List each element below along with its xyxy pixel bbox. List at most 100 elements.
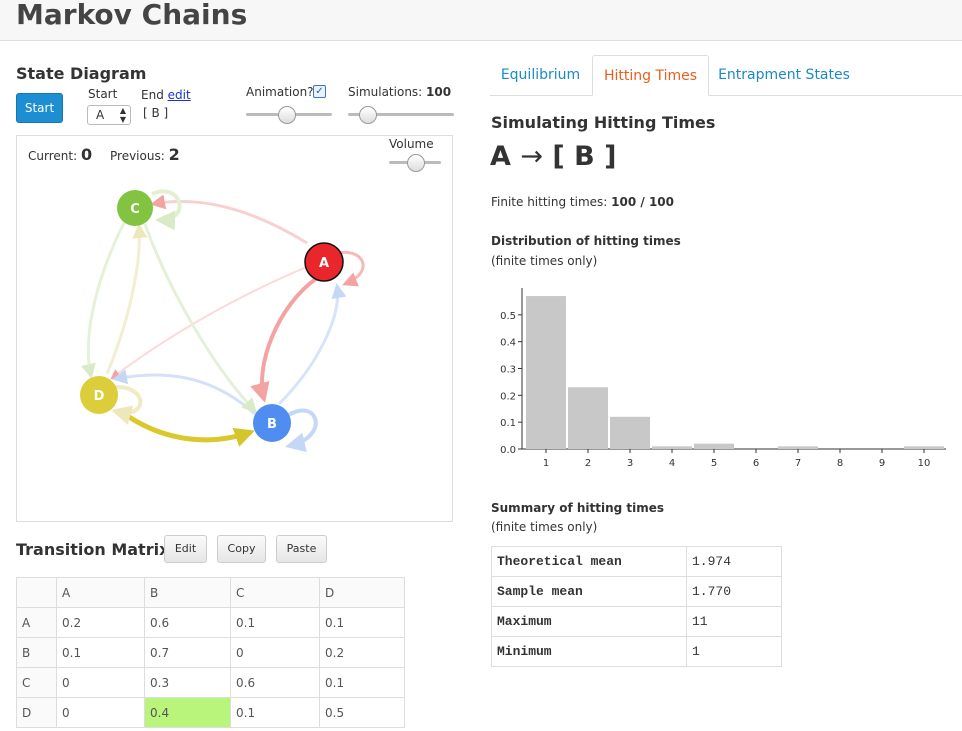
summary-row: Maximum 11 xyxy=(491,606,782,637)
hitting-times-chart: 0.5 0.4 0.3 0.2 0.1 0.0 1 2 3 4 5 6 7 8 9 10 xyxy=(500,288,946,469)
transition-matrix-table: A B C D A 0.2 0.6 0.1 0.1 B 0.1 0.7 0 0.… xyxy=(16,577,405,728)
node-c-label: C xyxy=(130,202,140,217)
edge-a-d xyxy=(110,265,310,380)
edge-d-b xyxy=(117,407,255,447)
start-state-select[interactable]: A ▲ ▼ xyxy=(87,105,131,125)
matrix-cell[interactable]: 0.1 xyxy=(56,637,145,668)
finite-value: 100 / 100 xyxy=(611,195,675,209)
edge-a-b xyxy=(250,276,319,403)
chart-bar xyxy=(904,446,944,449)
state-diagram-graph: C A D B xyxy=(80,189,365,453)
simulations-value: 100 xyxy=(426,85,452,99)
end-state-value: [ B ] xyxy=(143,106,169,120)
app-title: Markov Chains xyxy=(16,0,248,31)
animation-slider-knob[interactable] xyxy=(277,106,296,124)
chart-y-tick-label: 0.5 xyxy=(500,311,516,322)
matrix-edit-button[interactable]: Edit xyxy=(164,535,207,563)
current-label: Current: xyxy=(28,149,78,163)
tab-hitting-times[interactable]: Hitting Times xyxy=(592,55,709,96)
start-button[interactable]: Start xyxy=(16,93,63,123)
summary-key: Theoretical mean xyxy=(491,546,687,577)
edge-d-c xyxy=(105,223,148,375)
tabs-baseline xyxy=(490,94,962,96)
matrix-paste-button[interactable]: Paste xyxy=(276,535,327,563)
current-state-readout: Current: 0 xyxy=(28,145,92,164)
matrix-cell[interactable]: 0.5 xyxy=(319,697,405,728)
chart-y-tick-label: 0.3 xyxy=(500,365,516,376)
matrix-cell[interactable]: 0.6 xyxy=(230,667,320,698)
matrix-header-row: A B C D xyxy=(16,577,405,608)
end-edit-link[interactable]: edit xyxy=(167,88,191,102)
node-a[interactable]: A xyxy=(304,242,344,282)
simulations-label: Simulations: xyxy=(348,85,423,99)
chart-y-tick-label: 0.0 xyxy=(500,445,516,456)
matrix-row: B 0.1 0.7 0 0.2 xyxy=(16,637,405,668)
distribution-subtitle: (finite times only) xyxy=(491,254,598,268)
summary-row: Minimum 1 xyxy=(491,636,782,667)
chart-x-tick-label: 2 xyxy=(585,458,591,469)
start-label: Start xyxy=(88,87,118,101)
end-label: End xyxy=(141,88,164,102)
matrix-cell[interactable]: 0.2 xyxy=(56,607,145,638)
state-diagram-canvas[interactable]: Current: 0 Previous: 2 Volume xyxy=(16,135,453,522)
matrix-col-header: D xyxy=(319,577,405,608)
summary-table: Theoretical mean 1.974 Sample mean 1.770… xyxy=(491,546,782,667)
matrix-cell[interactable]: 0.1 xyxy=(319,667,405,698)
matrix-row: D 0 0.4 0.1 0.5 xyxy=(16,697,405,728)
current-value: 0 xyxy=(80,145,93,164)
matrix-cell[interactable]: 0.7 xyxy=(144,637,231,668)
edge-c-d xyxy=(81,220,127,379)
summary-title: Summary of hitting times xyxy=(491,501,665,515)
node-b[interactable]: B xyxy=(253,404,291,442)
tab-equilibrium[interactable]: Equilibrium xyxy=(500,67,581,83)
matrix-cell-highlighted[interactable]: 0.4 xyxy=(144,697,231,728)
matrix-cell[interactable]: 0 xyxy=(56,697,145,728)
volume-slider-knob[interactable] xyxy=(407,154,425,172)
chart-bar xyxy=(694,443,734,449)
matrix-row-header: D xyxy=(16,697,57,728)
chart-bar xyxy=(526,296,566,449)
chart-x-tick-label: 9 xyxy=(879,458,885,469)
chart-y-tick-label: 0.4 xyxy=(500,338,516,349)
animation-slider[interactable] xyxy=(246,106,332,124)
matrix-cell[interactable]: 0.2 xyxy=(319,637,405,668)
matrix-cell[interactable]: 0.1 xyxy=(230,697,320,728)
node-a-label: A xyxy=(319,256,329,271)
node-d[interactable]: D xyxy=(80,376,118,414)
start-state-value: A xyxy=(96,108,105,122)
simulations-label-wrap: Simulations: 100 xyxy=(348,85,451,99)
tab-entrapment-states[interactable]: Entrapment States xyxy=(718,67,850,83)
matrix-cell[interactable]: 0 xyxy=(230,637,320,668)
simulations-slider-knob[interactable] xyxy=(358,106,377,124)
animation-checkbox[interactable]: ✓ xyxy=(313,85,326,98)
matrix-corner-cell xyxy=(16,577,57,608)
edge-b-d xyxy=(112,369,257,416)
summary-value: 1.770 xyxy=(686,576,782,607)
chart-bar xyxy=(652,446,692,449)
matrix-copy-button[interactable]: Copy xyxy=(217,535,266,563)
volume-slider[interactable] xyxy=(389,154,441,172)
right-arrow-icon: → xyxy=(520,141,543,172)
edge-c-self xyxy=(151,189,182,231)
chart-bar xyxy=(568,387,608,449)
node-c[interactable]: C xyxy=(117,190,153,226)
select-arrows-icon: ▲ ▼ xyxy=(119,106,126,124)
finite-label: Finite hitting times: xyxy=(491,195,608,209)
matrix-col-header: B xyxy=(144,577,231,608)
hitting-route: A → [ B ] xyxy=(490,141,616,172)
simulations-slider[interactable] xyxy=(348,106,454,124)
summary-value: 11 xyxy=(686,606,782,637)
finite-hitting-readout: Finite hitting times: 100 / 100 xyxy=(491,195,674,209)
chart-x-tick-label: 3 xyxy=(627,458,633,469)
end-label-wrap: End edit xyxy=(141,88,191,102)
matrix-cell[interactable]: 0.1 xyxy=(319,607,405,638)
matrix-cell[interactable]: 0.6 xyxy=(144,607,231,638)
edge-c-b xyxy=(143,223,258,414)
matrix-row: C 0 0.3 0.6 0.1 xyxy=(16,667,405,698)
chart-x-tick-label: 6 xyxy=(753,458,759,469)
chart-x-tick-label: 7 xyxy=(795,458,801,469)
matrix-cell[interactable]: 0 xyxy=(56,667,145,698)
matrix-cell[interactable]: 0.3 xyxy=(144,667,231,698)
matrix-cell[interactable]: 0.1 xyxy=(230,607,320,638)
edge-a-self xyxy=(334,251,365,287)
